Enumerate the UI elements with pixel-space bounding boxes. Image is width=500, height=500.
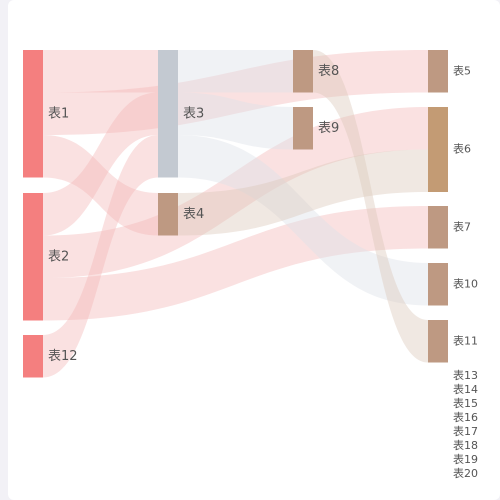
- node-layer: [23, 50, 448, 378]
- unplaced-label-表13: 表13: [453, 368, 478, 382]
- node-表5[interactable]: [428, 50, 448, 93]
- node-表7[interactable]: [428, 206, 448, 249]
- unplaced-label-表19: 表19: [453, 452, 478, 466]
- node-表10[interactable]: [428, 263, 448, 306]
- node-label-表7: 表7: [453, 219, 471, 233]
- node-表12[interactable]: [23, 335, 43, 378]
- link-表1-to-表4[interactable]: [43, 135, 158, 236]
- node-表8[interactable]: [293, 50, 313, 93]
- unplaced-label-表18: 表18: [453, 438, 478, 452]
- node-表3[interactable]: [158, 50, 178, 178]
- node-label-表3: 表3: [183, 106, 204, 121]
- sankey-diagram: 表1表2表12表3表4表8表9表5表6表7表10表11表13表14表15表16表…: [23, 50, 478, 480]
- unplaced-label-表14: 表14: [453, 382, 478, 396]
- link-表3-to-表8[interactable]: [178, 50, 293, 93]
- node-label-表5: 表5: [453, 63, 471, 77]
- unplaced-label-表15: 表15: [453, 396, 478, 410]
- node-label-表1: 表1: [48, 106, 69, 121]
- node-表11[interactable]: [428, 320, 448, 363]
- node-label-表12: 表12: [48, 349, 78, 364]
- link-表4-to-表6[interactable]: [178, 149, 428, 236]
- link-表2-to-表3[interactable]: [43, 92, 158, 236]
- node-表6[interactable]: [428, 107, 448, 192]
- link-表12-to-表3[interactable]: [43, 135, 158, 378]
- chart-card: 表1 表2 表12 表3 表4 表8 表9 表5 表6 表7 表10 表11 表13 表14 表15 表16 表…: [8, 0, 500, 500]
- node-表9[interactable]: [293, 107, 313, 150]
- link-表8-to-表11[interactable]: [313, 50, 428, 363]
- node-label-表9: 表9: [318, 121, 339, 136]
- link-表2-to-表6[interactable]: [43, 107, 428, 278]
- node-label-表8: 表8: [318, 64, 339, 79]
- unplaced-label-表17: 表17: [453, 424, 478, 438]
- link-layer: [43, 50, 428, 378]
- link-表3-to-表9[interactable]: [178, 92, 293, 150]
- link-表2-to-表7[interactable]: [43, 206, 428, 321]
- unplaced-label-表20: 表20: [453, 466, 478, 480]
- node-label-表11: 表11: [453, 333, 478, 347]
- node-表4[interactable]: [158, 193, 178, 236]
- node-label-表2: 表2: [48, 249, 69, 264]
- link-表1-to-表3[interactable]: [43, 50, 158, 93]
- label-layer: 表1表2表12表3表4表8表9表5表6表7表10表11表13表14表15表16表…: [48, 63, 478, 480]
- node-label-表10: 表10: [453, 276, 478, 290]
- link-表1-to-表5[interactable]: [43, 50, 428, 135]
- node-label-表4: 表4: [183, 207, 204, 222]
- unplaced-label-表16: 表16: [453, 410, 478, 424]
- node-label-表6: 表6: [453, 142, 471, 156]
- node-表2[interactable]: [23, 193, 43, 321]
- link-表3-to-表10[interactable]: [178, 135, 428, 306]
- node-表1[interactable]: [23, 50, 43, 178]
